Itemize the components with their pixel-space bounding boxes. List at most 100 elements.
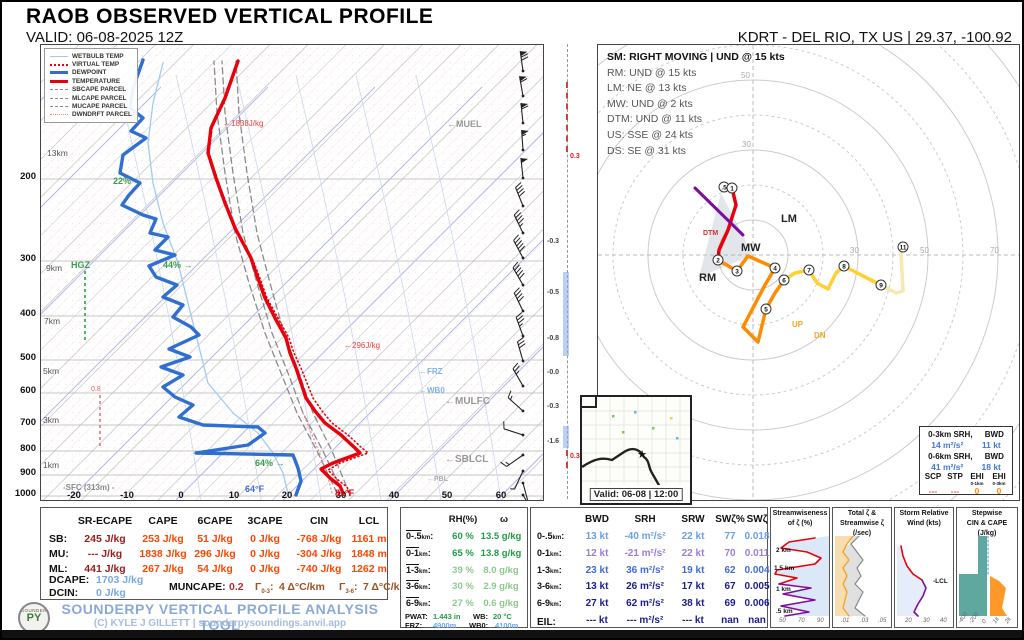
page-title: RAOB OBSERVED VERTICAL PROFILE bbox=[26, 5, 434, 28]
dewpoint-curve bbox=[118, 58, 303, 497]
shear-cell: -40 m²/s² bbox=[624, 531, 666, 542]
legend-item: WETBULB TEMP bbox=[50, 52, 132, 60]
storm-motion-line: SM: RIGHT MOVING | UND @ 15 kts bbox=[607, 51, 785, 63]
isotherm-line bbox=[389, 346, 543, 500]
svg-text:6: 6 bbox=[782, 277, 786, 284]
label: : bbox=[561, 531, 565, 541]
srh-param-col: EHI 0-3km bbox=[988, 472, 1010, 487]
thermo-cell: 51 J/kg bbox=[197, 533, 233, 545]
srh-param-col: STP bbox=[944, 473, 966, 486]
mini-panel-tick: 70 bbox=[798, 618, 805, 624]
label: 1-3 bbox=[537, 564, 551, 575]
omega-value: -0.0 bbox=[547, 369, 560, 376]
shear-cell: --- m²/s² bbox=[626, 615, 664, 626]
wind-barb bbox=[518, 76, 528, 98]
hodo-height-marker bbox=[712, 254, 724, 266]
srh-param-header: EHI bbox=[970, 472, 984, 481]
srh-param-col: EHI 0-1km bbox=[966, 472, 988, 487]
legend-item-label: MLCAPE PARCEL bbox=[72, 94, 127, 102]
radar-speckle bbox=[634, 411, 637, 414]
pwat-value: 1.443 in bbox=[433, 612, 461, 621]
mini-panel-title-line: Total ζ & bbox=[847, 510, 877, 517]
hodo-ring-label: 50 bbox=[741, 71, 750, 80]
thermo-cell: 267 J/kg bbox=[142, 563, 184, 575]
moisture-row-label: 0-.5km: bbox=[406, 531, 433, 541]
lapse-rate-3-6-label: Γ3-6: bbox=[339, 581, 358, 596]
hodo-ring-label: 30 bbox=[742, 140, 751, 149]
shear-cell: --- kt bbox=[682, 615, 704, 626]
thermo-header: LCL bbox=[358, 515, 380, 527]
thermo-row-label: MU: bbox=[49, 548, 69, 560]
skewt-label: HGZ bbox=[71, 260, 90, 270]
pressure-tick: 200 bbox=[20, 171, 36, 182]
shear-cell: 0.006 bbox=[744, 598, 770, 610]
thermo-cell: 253 J/kg bbox=[142, 533, 184, 545]
pressure-tick: 700 bbox=[20, 417, 36, 428]
rh-header: RH(%) bbox=[448, 514, 478, 525]
shear-cell: 0.011 bbox=[744, 547, 770, 559]
srh-summary-box: 0-3km SRH, BWD 14 m²/s² 11 kt 0-6km SRH, BWD 4… bbox=[919, 426, 1013, 496]
thermo-cell: -740 J/kg bbox=[296, 563, 342, 575]
temperature-tick: 0 bbox=[178, 490, 184, 501]
moisture-row-label: 1-3km: bbox=[406, 565, 431, 575]
hodo-height-marker bbox=[726, 182, 738, 194]
hodo-motion-label: RM bbox=[699, 272, 717, 284]
skewt-label: 7km bbox=[44, 316, 61, 326]
skewt-label: ←SBLCL bbox=[445, 454, 489, 465]
skewt-label: 64% → bbox=[255, 458, 285, 468]
omega-bar bbox=[563, 272, 569, 356]
sbcape-parcel-curve bbox=[221, 60, 344, 494]
isotherm-line bbox=[282, 239, 543, 500]
skewt-label: -SFC (313m) - bbox=[63, 483, 115, 492]
hodo-motion-label: DN bbox=[814, 331, 826, 340]
bottom-bar bbox=[2, 630, 1022, 638]
moist-adiabat bbox=[415, 74, 502, 500]
omega-value: -0.3 bbox=[547, 403, 560, 410]
radar-speckle bbox=[676, 437, 679, 440]
hodo-ring-label: 70 bbox=[990, 246, 999, 255]
lapse-rate-0-3-value: 4 Δ°C/km bbox=[279, 581, 325, 593]
mini-panel-plot bbox=[959, 536, 1007, 616]
legend-item-label: DEWPOINT bbox=[72, 69, 107, 77]
label: 3-6 bbox=[406, 581, 420, 592]
shear-cell: 0.005 bbox=[744, 581, 770, 593]
thermo-cell: 0 J/kg bbox=[250, 548, 280, 560]
wind-barb bbox=[510, 469, 525, 490]
footer-title: SOUNDERPY VERTICAL PROFILE ANALYSIS TOOL bbox=[61, 601, 379, 633]
shear-cell: 67 bbox=[724, 581, 736, 593]
mucape-parcel-curve bbox=[235, 60, 351, 496]
srh-box-cell: 0-3km SRH, bbox=[928, 430, 973, 439]
srh-param-header: SCP bbox=[924, 472, 942, 481]
skewt-plot bbox=[41, 51, 543, 500]
svg-text:1: 1 bbox=[730, 185, 734, 192]
wind-barb bbox=[513, 234, 525, 260]
mini-panel-title-line: CIN & CAPE bbox=[966, 520, 1008, 527]
omega-value: -0.3 bbox=[547, 238, 560, 245]
thermo-cell: 0 J/kg bbox=[250, 533, 280, 545]
hodo-ring-label: 30 bbox=[850, 246, 859, 255]
label: : bbox=[558, 598, 562, 609]
mini-panel-tick: 0 bbox=[981, 618, 989, 625]
wb-value: 20 °C bbox=[493, 612, 512, 621]
skewt-panel: WETBULB TEMP VIRTUAL TEMP DEWPOINT TEMPERAT… bbox=[40, 44, 544, 501]
wind-barb bbox=[513, 287, 525, 313]
pressure-tick: 400 bbox=[20, 308, 36, 319]
hodo-height-marker bbox=[778, 274, 790, 286]
temperature-curve bbox=[206, 59, 362, 495]
moist-adiabat bbox=[295, 74, 382, 500]
hodo-height-marker bbox=[760, 303, 772, 315]
shear-cell: 70 bbox=[724, 547, 736, 559]
rh-value: 39 % bbox=[452, 564, 474, 576]
shear-cell: 27 kt bbox=[585, 598, 609, 610]
srh-param-header: EHI bbox=[992, 472, 1006, 481]
legend-item: SBCAPE PARCEL bbox=[50, 86, 132, 94]
legend-line-sample bbox=[50, 114, 68, 116]
label: 3-6 bbox=[537, 581, 551, 592]
srh-box-cell: 14 m²/s² bbox=[931, 440, 964, 450]
logo-arc-text: SOUNDER bbox=[20, 608, 47, 613]
mixing-ratio-header: ω bbox=[499, 514, 509, 525]
muncape-value: 0.2 bbox=[229, 581, 244, 593]
shear-cell: 0.004 bbox=[744, 564, 770, 576]
pressure-tick: 600 bbox=[20, 385, 36, 396]
skewt-label: 0.8 bbox=[91, 386, 101, 393]
